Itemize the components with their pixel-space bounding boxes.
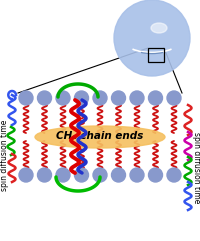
Ellipse shape	[151, 23, 167, 33]
Circle shape	[74, 91, 88, 105]
Circle shape	[148, 91, 162, 105]
Circle shape	[19, 91, 33, 105]
Circle shape	[19, 168, 33, 182]
Circle shape	[112, 168, 126, 182]
Circle shape	[114, 0, 190, 76]
Text: spin diffusion time: spin diffusion time	[0, 119, 10, 191]
Circle shape	[148, 168, 162, 182]
Circle shape	[56, 168, 70, 182]
Circle shape	[93, 168, 107, 182]
Ellipse shape	[35, 126, 165, 148]
Circle shape	[167, 91, 181, 105]
Circle shape	[93, 91, 107, 105]
Circle shape	[112, 91, 126, 105]
Circle shape	[56, 91, 70, 105]
Circle shape	[38, 91, 52, 105]
Circle shape	[38, 168, 52, 182]
Bar	[148, 48, 164, 62]
Circle shape	[167, 168, 181, 182]
Circle shape	[130, 91, 144, 105]
Circle shape	[74, 168, 88, 182]
Text: spin diffusion time: spin diffusion time	[192, 132, 200, 204]
Text: CH₃ chain ends: CH₃ chain ends	[56, 131, 144, 141]
Circle shape	[130, 168, 144, 182]
